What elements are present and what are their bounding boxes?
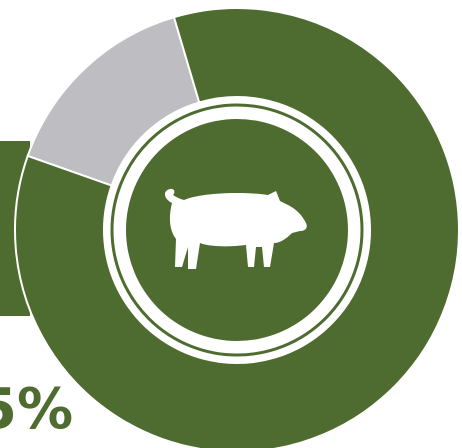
percentage-label: 5% <box>0 377 74 442</box>
inner-ring <box>110 103 364 357</box>
donut-slices <box>14 7 460 448</box>
pig-icon <box>164 188 307 269</box>
donut-slice-main <box>14 7 460 448</box>
